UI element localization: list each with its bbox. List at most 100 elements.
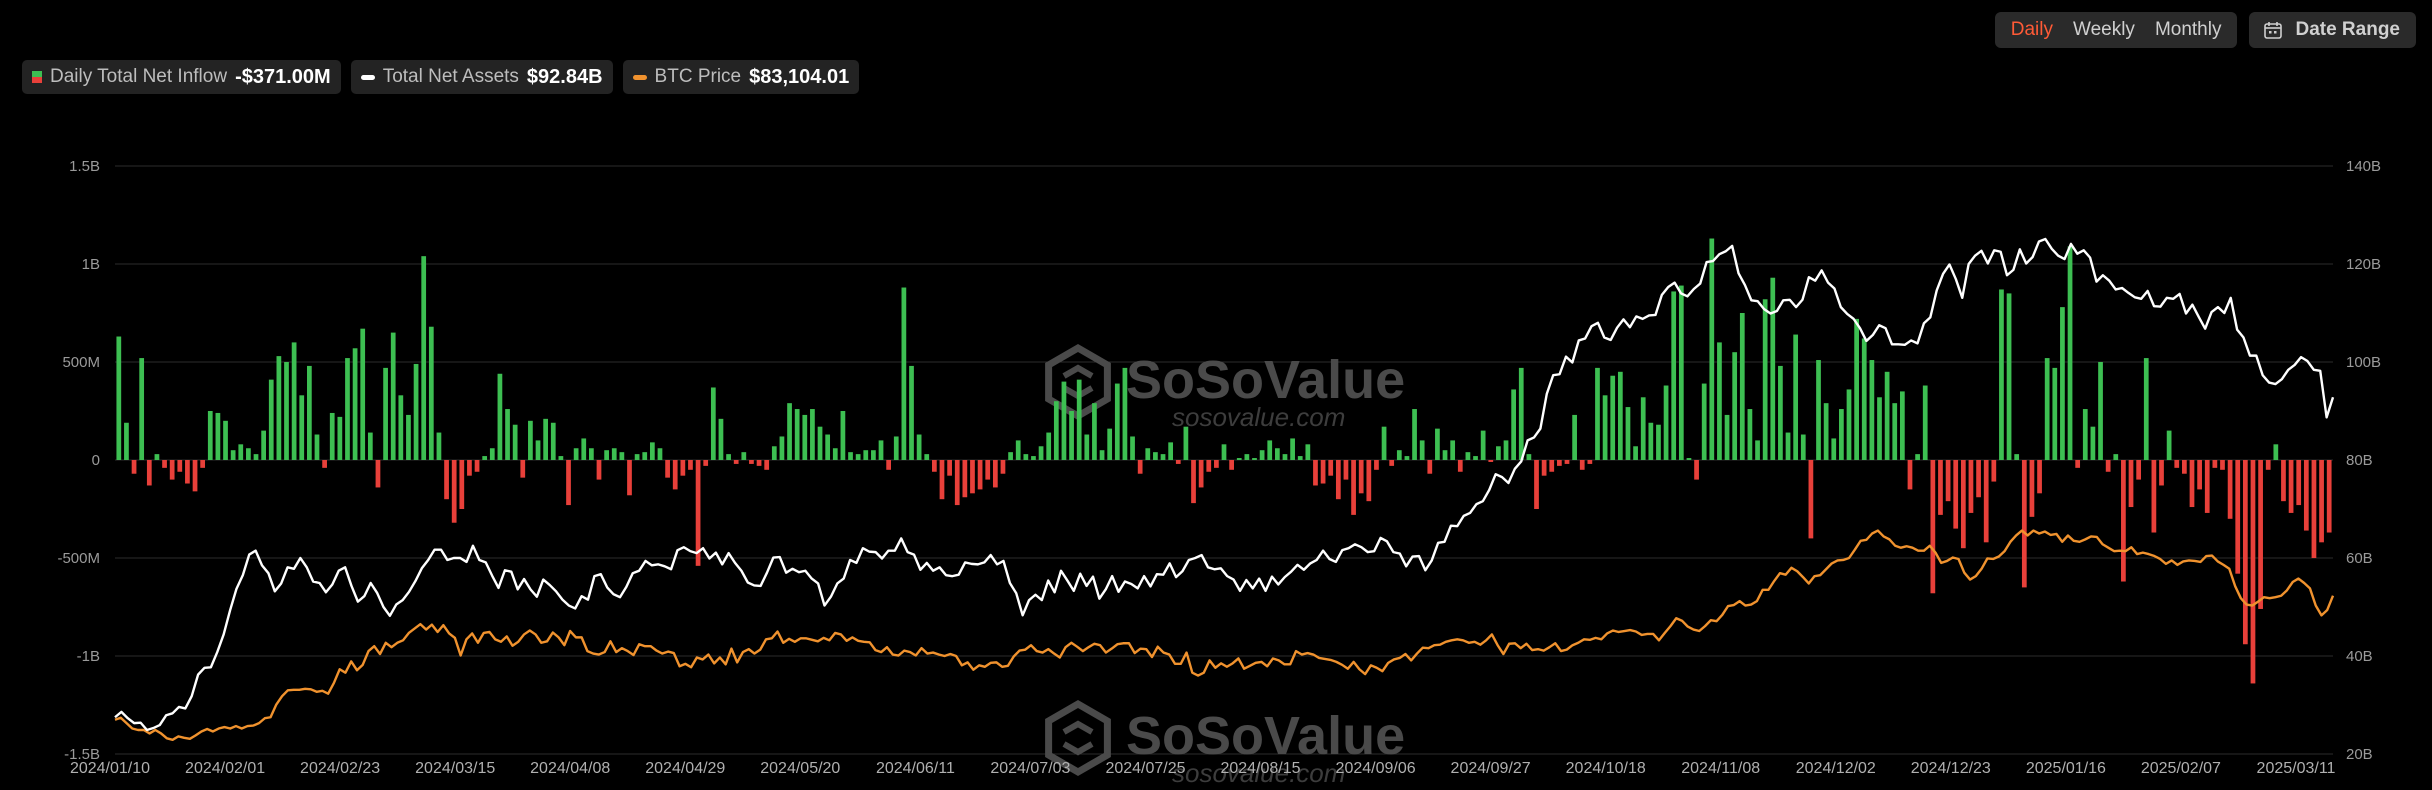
inflow-bar (1511, 389, 1516, 460)
inflow-bar (1907, 460, 1913, 490)
inflow-bar (215, 412, 221, 460)
inflow-bar (1648, 422, 1654, 460)
inflow-bar (1549, 460, 1555, 472)
inflow-bar (695, 460, 701, 566)
inflow-bar (2029, 460, 2035, 517)
inflow-bar (543, 418, 549, 460)
inflow-bar (1663, 385, 1669, 460)
inflow-bar (2021, 460, 2027, 588)
inflow-bar (329, 412, 335, 460)
inflow-bar (1717, 342, 1722, 460)
inflow-bar (444, 460, 449, 500)
inflow-bar (1229, 460, 1234, 470)
inflow-bar (428, 326, 434, 460)
inflow-bar (177, 460, 183, 472)
inflow-bar (1496, 446, 1501, 460)
x-tick-label: 2024/12/02 (1796, 760, 1876, 777)
inflow-bar (1595, 367, 1600, 460)
y-right-tick-label: 140B (2346, 158, 2381, 175)
inflow-bar (901, 287, 907, 460)
inflow-bar (1541, 460, 1547, 476)
watermark-url: sosovalue.com (1172, 758, 1345, 788)
inflow-bar (1793, 334, 1799, 460)
inflow-bar (1038, 446, 1044, 460)
inflow-bar (1031, 456, 1036, 460)
inflow-bar (1861, 338, 1867, 460)
inflow-bar (1130, 436, 1135, 460)
legend-btc-label: BTC Price (654, 66, 742, 87)
inflow-bar (1221, 444, 1227, 460)
inflow-bar (1473, 456, 1478, 460)
x-tick-label: 2024/05/20 (760, 760, 840, 777)
inflow-bar (2182, 460, 2187, 474)
inflow-bar (1000, 460, 1006, 474)
inflow-bar (1877, 397, 1882, 460)
period-monthly-button[interactable]: Monthly (2154, 19, 2222, 40)
inflow-bar (1884, 371, 1890, 460)
x-tick-label: 2024/02/23 (300, 760, 380, 777)
x-axis: 2024/01/10 2024/02/01 2024/02/23 2024/03/15… (70, 760, 2336, 777)
inflow-bar (497, 373, 503, 460)
inflow-bar (642, 452, 648, 460)
y-left-tick-label: 500M (62, 354, 100, 371)
inflow-bar (703, 460, 709, 466)
inflow-bar (2082, 409, 2088, 460)
legend-item-inflow[interactable]: Daily Total Net Inflow -$371.00M (22, 60, 341, 94)
inflow-bar (154, 454, 160, 460)
inflow-bar (627, 460, 632, 496)
inflow-bar (482, 456, 488, 460)
inflow-bar (2166, 430, 2172, 460)
inflow-bar (909, 365, 914, 460)
inflow-bar (1922, 385, 1928, 460)
inflow-bar (1678, 285, 1684, 460)
inflow-bar (741, 452, 747, 460)
inflow-bar (2250, 460, 2256, 684)
inflow-bar (962, 460, 968, 498)
inflow-bar (520, 460, 526, 478)
inflow-bar (1762, 299, 1768, 460)
inflow-bar (474, 460, 480, 472)
y-axis-left: 1.5B 1B 500M 0 -500M -1B -1.5B (57, 158, 100, 763)
inflow-bar (2075, 460, 2081, 468)
date-range-button[interactable]: Date Range (2249, 12, 2416, 48)
x-tick-label: 2025/01/16 (2026, 760, 2106, 777)
inflow-bar (840, 411, 846, 460)
inflow-swatch (32, 71, 42, 83)
inflow-bar (893, 436, 899, 460)
inflow-bar (2090, 426, 2096, 460)
inflow-bar (2044, 358, 2050, 460)
watermark-brand: SoSoValue (1126, 706, 1405, 766)
inflow-bar (749, 460, 754, 464)
x-tick-label: 2024/04/29 (645, 760, 725, 777)
inflow-bar (139, 358, 145, 460)
inflow-bar (1313, 460, 1318, 486)
series-lines (114, 237, 2335, 741)
inflow-bar (1396, 450, 1402, 460)
inflow-bar (1328, 460, 1334, 476)
inflow-bar (1770, 277, 1776, 460)
inflow-bar (2265, 460, 2271, 470)
y-left-tick-label: -1.5B (64, 746, 100, 763)
inflow-bar (771, 446, 777, 460)
inflow-bar (1991, 460, 1997, 482)
btc-swatch (632, 74, 647, 80)
inflow-bar (573, 448, 579, 460)
x-tick-label: 2024/07/03 (990, 760, 1070, 777)
legend-item-assets[interactable]: Total Net Assets $92.84B (350, 60, 613, 94)
inflow-bar (1602, 395, 1608, 460)
inflow-bar (1625, 407, 1631, 460)
inflow-bar (817, 426, 823, 460)
inflow-bar (1694, 460, 1699, 480)
inflow-bar (726, 454, 731, 460)
inflow-bar (1046, 432, 1052, 460)
inflow-bar (832, 448, 838, 460)
inflow-bar (1381, 426, 1387, 460)
inflow-bar (2052, 367, 2058, 460)
period-weekly-button[interactable]: Weekly (2072, 19, 2135, 40)
inflow-bar (2006, 293, 2012, 460)
chart-legend: Daily Total Net Inflow -$371.00M Total N… (22, 60, 860, 94)
legend-item-btc[interactable]: BTC Price $83,104.01 (622, 60, 860, 94)
inflow-bar (276, 356, 282, 460)
period-daily-button[interactable]: Daily (2010, 19, 2053, 40)
